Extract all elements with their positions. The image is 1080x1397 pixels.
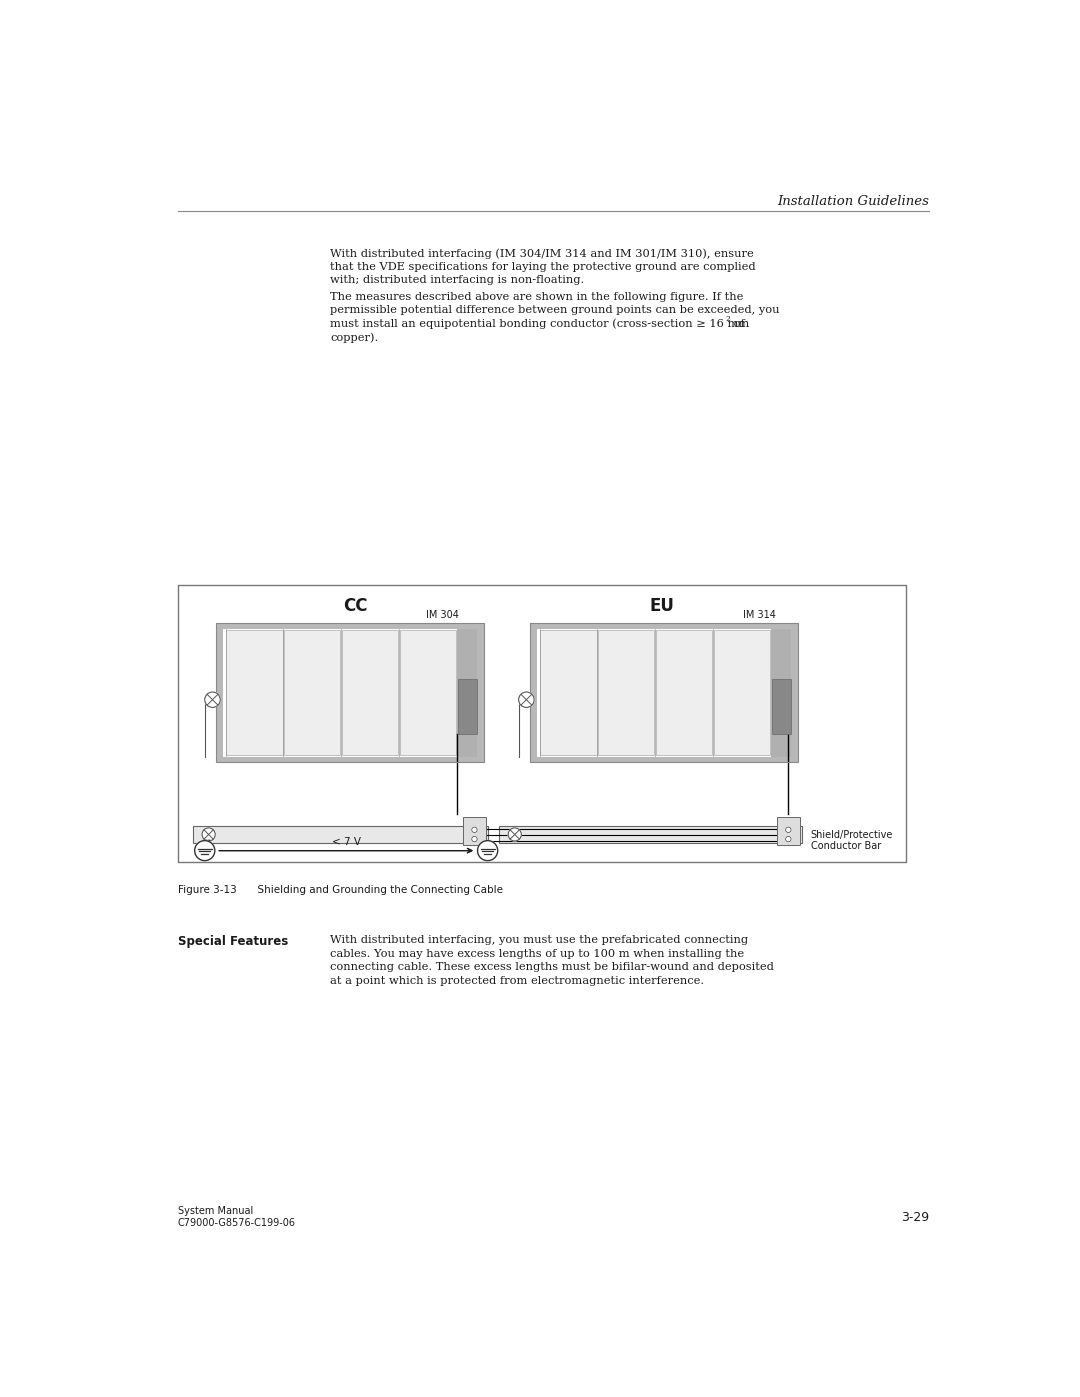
Bar [216,623,484,763]
Bar [777,817,800,845]
Circle shape [518,692,535,707]
Bar [656,630,712,756]
Text: < 7 V: < 7 V [332,837,361,847]
Circle shape [785,827,791,833]
Bar [221,629,478,757]
Circle shape [205,692,220,707]
Text: C79000-G8576-C199-06: C79000-G8576-C199-06 [177,1218,296,1228]
Bar [193,826,488,842]
Bar [536,629,793,757]
Bar [530,623,798,763]
Text: Shield/Protective: Shield/Protective [811,830,893,840]
Bar [342,630,399,756]
Circle shape [472,837,477,842]
Circle shape [202,828,215,841]
Bar [216,757,484,763]
Circle shape [509,828,522,841]
Text: 3-29: 3-29 [901,1211,930,1224]
Circle shape [785,837,791,842]
Bar [227,630,283,756]
Circle shape [477,841,498,861]
Bar [540,630,596,756]
Text: Conductor Bar: Conductor Bar [811,841,881,851]
Bar [216,623,484,629]
Bar [177,585,906,862]
Bar [499,826,801,842]
Bar [216,623,224,763]
Bar [772,679,791,735]
Bar [284,630,340,756]
Text: System Manual: System Manual [177,1207,253,1217]
Bar [458,679,476,735]
Text: 2: 2 [726,314,730,323]
Text: Special Features: Special Features [177,936,288,949]
Text: With distributed interfacing, you must use the prefabricated connecting: With distributed interfacing, you must u… [330,936,748,946]
Bar [530,623,798,763]
Bar [714,630,770,756]
Bar [476,623,484,763]
Bar [463,817,486,845]
Bar [598,630,654,756]
Bar [791,623,798,763]
Bar [530,757,798,763]
Bar [400,630,456,756]
Text: CC: CC [343,597,368,615]
Text: that the VDE specifications for laying the protective ground are complied: that the VDE specifications for laying t… [330,263,756,272]
Text: at a point which is protected from electromagnetic interference.: at a point which is protected from elect… [330,975,704,986]
Text: With distributed interfacing (IM 304/IM 314 and IM 301/IM 310), ensure: With distributed interfacing (IM 304/IM … [330,249,754,258]
Text: cables. You may have excess lengths of up to 100 m when installing the: cables. You may have excess lengths of u… [330,949,744,958]
Text: permissible potential difference between ground points can be exceeded, you: permissible potential difference between… [330,305,780,316]
Bar [457,629,478,757]
Text: Installation Guidelines: Installation Guidelines [778,194,930,208]
Bar [770,629,793,757]
Text: with; distributed interfacing is non-floating.: with; distributed interfacing is non-flo… [330,275,584,285]
Bar [530,623,537,763]
Text: IM 314: IM 314 [743,609,777,620]
Text: of: of [730,319,745,328]
Text: Figure 3-13  Shielding and Grounding the Connecting Cable: Figure 3-13 Shielding and Grounding the … [177,886,502,895]
Text: EU: EU [649,597,674,615]
Text: copper).: copper). [330,332,379,342]
Text: must install an equipotential bonding conductor (cross-section ≥ 16 mm: must install an equipotential bonding co… [330,319,750,330]
Bar [530,623,798,629]
Text: IM 304: IM 304 [426,609,459,620]
Circle shape [194,841,215,861]
Text: connecting cable. These excess lengths must be bifilar-wound and deposited: connecting cable. These excess lengths m… [330,963,774,972]
Bar [216,623,484,763]
Text: The measures described above are shown in the following figure. If the: The measures described above are shown i… [330,292,744,302]
Circle shape [472,827,477,833]
